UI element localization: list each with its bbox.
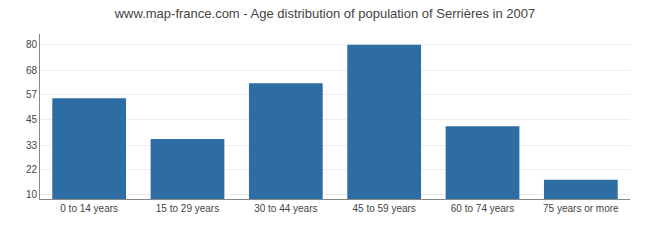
svg-text:45 to 59 years: 45 to 59 years: [352, 203, 415, 214]
svg-text:45: 45: [26, 114, 38, 125]
svg-text:75 years or more: 75 years or more: [543, 203, 619, 214]
svg-text:80: 80: [26, 39, 38, 50]
svg-text:0 to 14 years: 0 to 14 years: [60, 203, 118, 214]
svg-text:68: 68: [26, 65, 38, 76]
svg-text:60 to 74 years: 60 to 74 years: [451, 203, 514, 214]
svg-text:30 to 44 years: 30 to 44 years: [254, 203, 317, 214]
svg-text:33: 33: [26, 140, 38, 151]
svg-text:15 to 29 years: 15 to 29 years: [156, 203, 219, 214]
svg-text:22: 22: [26, 164, 38, 175]
svg-text:57: 57: [26, 89, 38, 100]
svg-text:10: 10: [26, 189, 38, 200]
svg-text:www.map-france.com - Age distr: www.map-france.com - Age distribution of…: [114, 6, 536, 21]
